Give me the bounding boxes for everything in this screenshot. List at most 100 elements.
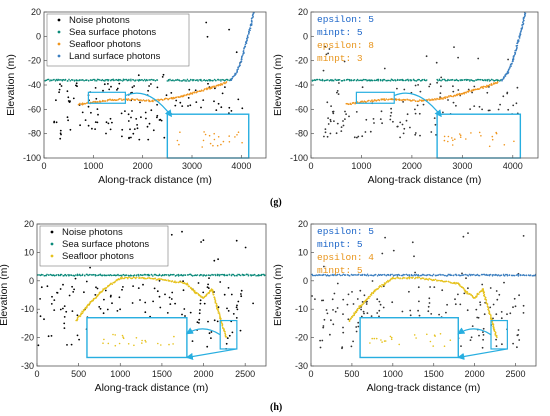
series-point	[260, 274, 263, 277]
noise-point	[89, 266, 91, 269]
legend-marker	[57, 54, 61, 58]
series-point	[120, 79, 122, 82]
series-point	[368, 99, 370, 102]
inset-point	[222, 140, 225, 143]
noise-point	[335, 132, 338, 135]
noise-point	[326, 312, 329, 315]
series-point	[172, 79, 174, 81]
noise-point	[418, 300, 420, 303]
series-point	[429, 99, 432, 101]
series-point	[311, 274, 314, 277]
series-point	[141, 79, 143, 81]
noise-point	[381, 122, 383, 125]
noise-point	[342, 298, 345, 301]
noise-point	[237, 98, 240, 101]
inset-point	[160, 344, 162, 346]
inset-point	[443, 345, 446, 348]
series-point	[337, 79, 340, 81]
series-point	[444, 97, 447, 100]
series-point	[385, 281, 388, 283]
series-point	[136, 276, 138, 279]
noise-point	[516, 86, 519, 89]
series-point	[457, 79, 460, 82]
series-point	[383, 78, 386, 81]
series-point	[366, 273, 369, 276]
noise-point	[452, 85, 454, 88]
noise-point	[383, 67, 386, 70]
noise-point	[127, 120, 130, 122]
series-point	[221, 273, 223, 276]
noise-point	[507, 108, 510, 111]
series-point	[171, 280, 174, 282]
series-point	[91, 101, 94, 103]
series-point	[111, 283, 113, 285]
series-point	[204, 79, 207, 82]
series-point	[122, 277, 124, 280]
series-point	[374, 290, 376, 293]
noise-point	[473, 85, 476, 88]
series-point	[220, 82, 222, 85]
noise-point	[53, 309, 56, 311]
series-point	[379, 78, 382, 81]
noise-point	[378, 309, 381, 312]
series-point	[212, 79, 214, 82]
noise-point	[129, 128, 131, 131]
series-point	[324, 273, 327, 276]
series-point	[365, 101, 367, 103]
noise-point	[131, 302, 134, 304]
series-point	[149, 100, 151, 103]
inset-point	[371, 337, 374, 340]
noise-point	[59, 129, 62, 132]
series-point	[150, 273, 153, 276]
noise-point	[500, 311, 503, 313]
series-point	[438, 79, 441, 81]
series-point	[519, 32, 521, 35]
series-point	[220, 320, 223, 323]
series-point	[390, 98, 393, 100]
series-point	[81, 102, 84, 104]
series-point	[223, 274, 226, 277]
series-point	[385, 98, 388, 100]
series-point	[213, 298, 216, 300]
noise-point	[40, 286, 43, 289]
series-point	[387, 98, 390, 101]
chart-g-left: 0 1000 2000 3000 4000 -100 -80 -60 -40 -20 0 20 Alon…	[5, 7, 267, 186]
series-point	[384, 274, 386, 276]
y-tick-label: -60	[295, 104, 308, 114]
series-point	[513, 274, 516, 277]
noise-point	[489, 306, 492, 309]
noise-point	[206, 286, 209, 288]
series-point	[409, 276, 411, 279]
series-point	[471, 89, 473, 92]
series-point	[158, 278, 161, 281]
noise-point	[174, 302, 177, 305]
noise-point	[130, 116, 132, 119]
series-point	[192, 91, 194, 94]
noise-point	[230, 293, 233, 296]
series-point	[149, 79, 152, 81]
noise-point	[329, 333, 331, 336]
noise-point	[390, 111, 393, 114]
noise-point	[68, 101, 71, 103]
noise-point	[342, 120, 344, 122]
series-point	[86, 306, 88, 308]
series-point	[186, 78, 189, 81]
noise-point	[139, 299, 141, 301]
series-point	[506, 274, 509, 277]
series-point	[239, 274, 242, 277]
series-point	[356, 101, 359, 103]
series-point	[172, 98, 174, 100]
inset-point	[443, 135, 446, 138]
series-point	[113, 79, 115, 82]
noise-point	[59, 288, 62, 290]
noise-point	[50, 303, 53, 305]
series-point	[463, 274, 465, 276]
series-point	[376, 99, 378, 102]
inset-point	[172, 343, 174, 345]
y-axis-label: Elevation (m)	[0, 264, 10, 326]
noise-point	[337, 93, 340, 95]
noise-point	[198, 322, 200, 324]
inset-point	[173, 335, 175, 338]
series-point	[508, 274, 511, 276]
inset-point	[203, 131, 205, 133]
